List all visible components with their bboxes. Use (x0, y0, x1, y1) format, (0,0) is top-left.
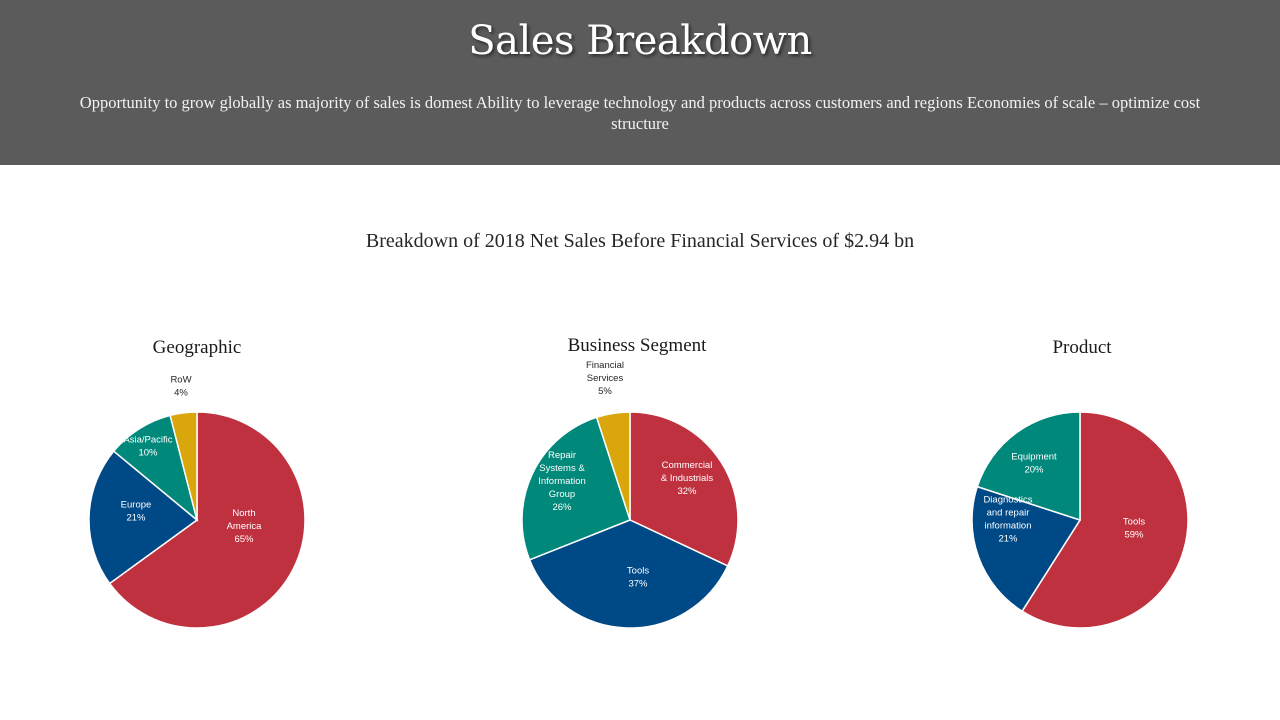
business-segment-slice-2 (521, 416, 631, 561)
geographic-slice-2-label-line: 10% (138, 448, 158, 459)
business-segment-slice-0-label: Commercial & Industrials 32% (661, 460, 714, 497)
geographic-slice-2-label-line: Asia/Pacific (123, 435, 172, 446)
product-slice-1-label-line: Diagnostics (983, 495, 1032, 506)
geographic-slice-2-label: Asia/Pacific 10% (123, 435, 172, 459)
geographic-slice-0-label-line: North (232, 508, 255, 519)
product-slice-2-label-line: Equipment (1011, 452, 1057, 463)
product-slice-2-label-line: 20% (1024, 465, 1044, 476)
product-slice-1-label-line: 21% (998, 534, 1018, 545)
geographic-slice-0-label-line: 65% (234, 534, 254, 545)
business-segment-slice-2-label-line: Systems & (539, 463, 585, 474)
business-segment-slice-2-label-line: Information (538, 476, 586, 487)
product-slice-1 (971, 485, 1082, 613)
business-segment-slice-1-label-line: 37% (628, 579, 648, 590)
product-slice-0-label-line: Tools (1123, 517, 1145, 528)
business-segment-slice-2-label: Repair Systems & Information Group 26% (538, 450, 586, 513)
page-title: Sales Breakdown (468, 18, 812, 64)
product-slice-1-label-line: and repair (987, 508, 1030, 519)
page-subtitle: Opportunity to grow globally as majority… (79, 93, 1201, 133)
geographic-slice-3-label-line: RoW (170, 375, 191, 386)
product-slice-1-label: Diagnostics and repair information 21% (983, 495, 1032, 545)
geographic-slice-1-label: Europe 21% (121, 500, 152, 524)
geographic-slice-1 (88, 450, 199, 585)
geographic-slice-2 (112, 414, 199, 523)
geographic-chart-title: Geographic (152, 337, 242, 358)
product-slice-0-label-line: 59% (1124, 530, 1144, 541)
chart-caption: Breakdown of 2018 Net Sales Before Finan… (365, 230, 915, 252)
business-segment-slice-0-label-line: & Industrials (661, 473, 714, 484)
business-segment-chart-title: Business Segment (567, 335, 707, 356)
business-segment-slice-3-label: Financial Services 5% (586, 360, 624, 397)
geographic-slice-3-label: RoW 4% (170, 375, 191, 399)
business-segment-slice-2-label-line: 26% (552, 502, 572, 513)
header-banner: Sales Breakdown Opportunity to grow glob… (0, 0, 1280, 165)
business-segment-slice-3 (595, 411, 631, 521)
business-segment-slice-2-label-line: Repair (548, 450, 576, 461)
product-slice-2-label: Equipment 20% (1011, 452, 1057, 476)
product-chart-title: Product (1052, 337, 1112, 358)
business-segment-slice-1-label: Tools 37% (627, 566, 649, 590)
business-segment-slice-1 (528, 519, 729, 629)
business-segment-slice-3-label-line: Financial (586, 360, 624, 371)
business-segment-slice-3-label-line: 5% (598, 386, 612, 397)
business-segment-slice-3-label-line: Services (587, 373, 624, 384)
geographic-slice-0-label-line: America (227, 521, 263, 532)
geographic-slice-1-label-line: Europe (121, 500, 152, 511)
geographic-slice-1-label-line: 21% (126, 513, 146, 524)
geographic-slice-0 (108, 411, 306, 629)
geographic-slice-3 (169, 411, 198, 521)
product-slice-0 (1021, 411, 1189, 629)
geographic-slice-3-label-line: 4% (174, 388, 188, 399)
business-segment-slice-0-label-line: 32% (677, 486, 697, 497)
product-slice-2 (976, 411, 1081, 522)
geographic-slice-0-label: North America 65% (227, 508, 263, 545)
product-slice-0-label: Tools 59% (1123, 517, 1145, 541)
business-segment-slice-1-label-line: Tools (627, 566, 649, 577)
product-slice-1-label-line: information (985, 521, 1032, 532)
business-segment-slice-0-label-line: Commercial (662, 460, 713, 471)
business-segment-slice-2-label-line: Group (549, 489, 575, 500)
business-segment-slice-0 (629, 411, 739, 567)
